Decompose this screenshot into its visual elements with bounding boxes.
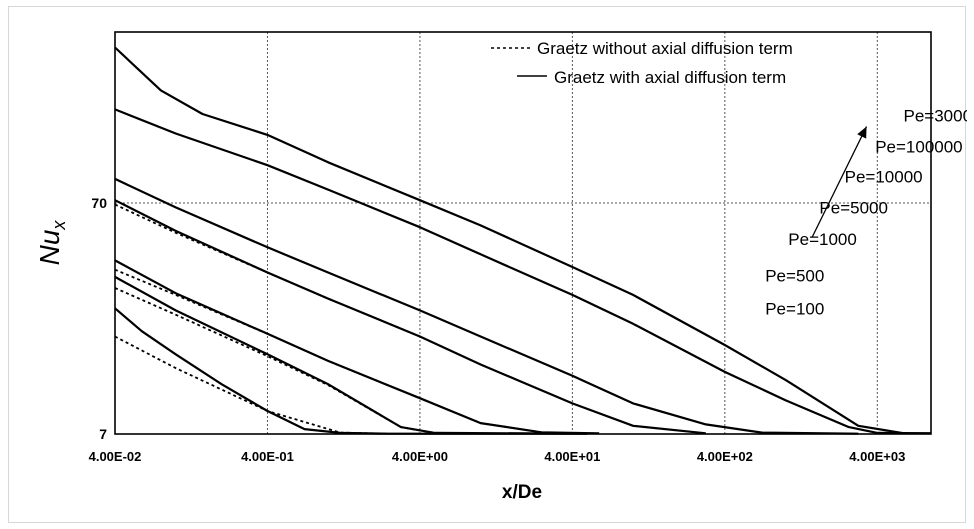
chart: 4.00E-02 4.00E-01 4.00E+00 4.00E+01 4.00E+02…	[34, 31, 974, 503]
figure-frame: 4.00E-02 4.00E-01 4.00E+00 4.00E+01 4.00E+02…	[8, 6, 974, 523]
y-axis-label: Nux	[34, 220, 69, 266]
series-line-2	[114, 259, 600, 435]
series-label: Pe=10000	[845, 167, 923, 186]
annotation-arrow-head	[857, 126, 867, 139]
x-tick-label: 4.00E+02	[697, 449, 753, 464]
series-label: Pe=100	[765, 300, 824, 319]
series-line-6	[114, 46, 931, 435]
y-tick-label: 7	[99, 426, 107, 442]
series-line-dotted-10	[114, 203, 421, 338]
series-line-0	[114, 307, 588, 435]
grid-layer	[115, 32, 931, 434]
y-tick-label: 70	[91, 195, 107, 211]
axis-layer: 4.00E-02 4.00E-01 4.00E+00 4.00E+01 4.00E+02…	[89, 195, 906, 464]
series-line-1	[114, 275, 588, 435]
x-tick-label: 4.00E-02	[89, 449, 142, 464]
y-axis-label-sub: x	[49, 220, 69, 231]
series-label: Pe=300000	[904, 106, 967, 125]
x-tick-label: 4.00E+00	[392, 449, 448, 464]
legend-layer: Graetz without axial diffusion term Graet…	[491, 39, 793, 87]
series-line-dotted-7	[114, 335, 389, 435]
legend-label-dotted: Graetz without axial diffusion term	[537, 39, 793, 58]
label-layer: Pe=100 Pe=500 Pe=1000 Pe=5000 Pe=10000 Pe=100…	[765, 106, 974, 319]
series-label: Pe=500	[765, 267, 824, 286]
legend-label-solid: Graetz with axial diffusion term	[554, 68, 786, 87]
x-axis-label: x/De	[502, 482, 542, 503]
x-tick-label: 4.00E-01	[241, 449, 294, 464]
y-axis-label-main: Nu	[34, 229, 65, 265]
series-label: Pe=100000	[875, 137, 962, 156]
x-tick-label: 4.00E+01	[544, 449, 600, 464]
series-label: Pe=1000	[788, 230, 857, 249]
series-line-dotted-9	[114, 268, 542, 434]
series-line-4	[114, 177, 859, 435]
annotation-arrow-shaft	[811, 126, 868, 238]
x-tick-label: 4.00E+03	[849, 449, 905, 464]
series-line-dotted-8	[114, 287, 435, 434]
series-label: Pe=5000	[819, 199, 888, 218]
series-layer	[114, 46, 932, 435]
series-line-5	[114, 108, 932, 435]
